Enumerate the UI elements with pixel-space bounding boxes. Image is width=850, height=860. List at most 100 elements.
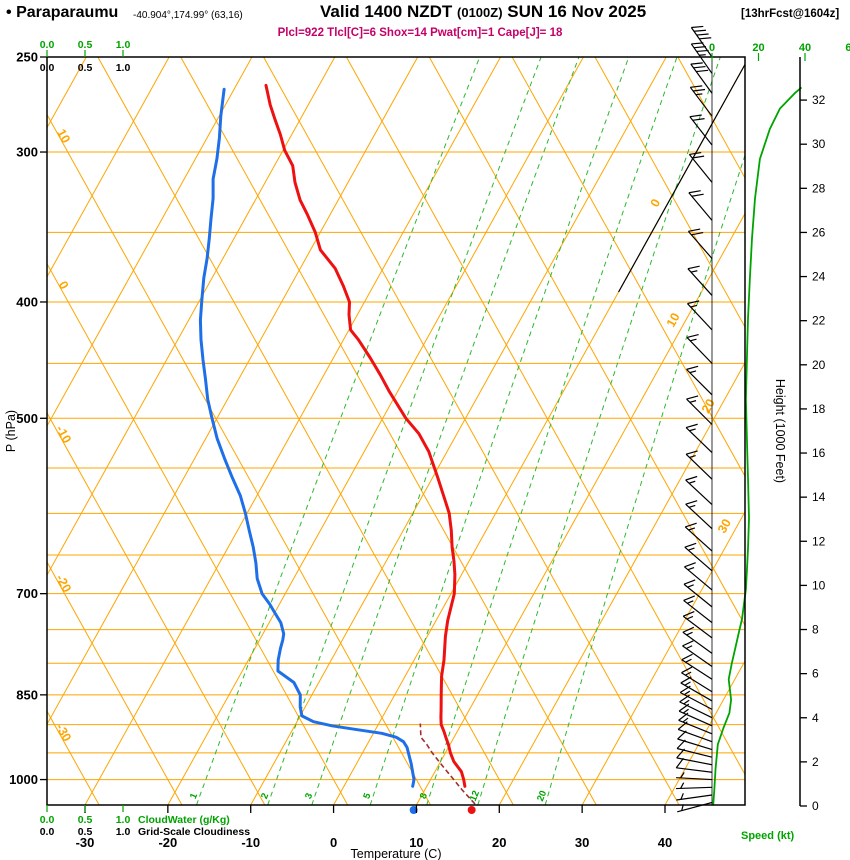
- wind-barb: [681, 653, 713, 680]
- surface-temperature-dot: [467, 806, 476, 814]
- dry-adiabat-label: -20: [53, 572, 74, 595]
- wind-barb: [690, 62, 713, 94]
- cloudwater-scale-top-label: 0.0: [40, 39, 55, 51]
- speed-tick-label: 40: [799, 42, 811, 54]
- station-title: • Paraparaumu: [6, 4, 118, 22]
- wind-barb: [684, 522, 713, 552]
- wind-barb: [683, 595, 713, 624]
- cloudwater-axis-title: CloudWater (g/Kg): [138, 814, 230, 826]
- height-tick-label: 0: [812, 799, 819, 813]
- height-tick-label: 4: [812, 711, 819, 725]
- wind-barb: [685, 450, 713, 480]
- wind-barb: [677, 801, 713, 813]
- height-tick-label: 2: [812, 755, 819, 769]
- pressure-tick-label: 300: [16, 145, 38, 160]
- temperature-tick-label: -20: [158, 835, 177, 850]
- wind-barb: [686, 365, 713, 396]
- isotherm-line: [167, 57, 584, 805]
- height-tick-label: 32: [812, 93, 826, 107]
- wind-barb: [685, 475, 713, 505]
- wind-barbs: [675, 25, 713, 813]
- pressure-tick-label: 500: [16, 411, 38, 426]
- surface-dewpoint-dot: [409, 806, 418, 814]
- mixing-ratio-line: [267, 57, 542, 805]
- wind-barb: [687, 265, 713, 296]
- wind-barb: [684, 562, 713, 591]
- isotherm-label: 0: [648, 197, 664, 210]
- wind-barb: [685, 500, 713, 530]
- dry-adiabat-label: 10: [54, 127, 73, 146]
- temperature-tick-label: 10: [409, 835, 423, 850]
- speed-scale: 0204060Speed (kt): [709, 42, 850, 842]
- pressure-tick-label: 1000: [9, 772, 38, 787]
- height-tick-label: 28: [812, 181, 826, 195]
- temperature-tick-label: -10: [241, 835, 260, 850]
- dry-adiabat-line: [428, 57, 745, 627]
- isotherm-line: [664, 659, 745, 805]
- wind-barb: [688, 151, 713, 183]
- wind-barb: [675, 757, 713, 773]
- valid-time-title: Valid 1400 NZDT (0100Z) SUN 16 Nov 2025: [320, 2, 646, 22]
- isotherm-line: [498, 361, 745, 805]
- pressure-tick-label: 400: [16, 294, 38, 309]
- height-tick-label: 8: [812, 623, 819, 637]
- mixing-ratio-label: 3: [303, 792, 315, 801]
- cloudwater-scale-bottom-label: 0.5: [78, 814, 93, 826]
- cloudwater-scale-top-label: 0.5: [78, 39, 93, 51]
- wind-barb: [685, 423, 713, 454]
- mixing-ratio-line: [477, 57, 721, 805]
- pressure-tick-label: 700: [16, 586, 38, 601]
- height-tick-label: 12: [812, 534, 826, 548]
- valid-zulu: (0100Z): [457, 5, 503, 20]
- cloudwater-scale-bottom-label: 0.0: [40, 814, 55, 826]
- stability-indices: Plcl=922 Tlcl[C]=6 Shox=14 Pwat[cm]=1 Ca…: [277, 27, 563, 39]
- temperature-tick-label: 40: [658, 835, 672, 850]
- isotherm-line: [415, 212, 745, 805]
- wind-barb: [689, 85, 713, 117]
- cloudwater-scale-bottom-label: 1.0: [116, 814, 131, 826]
- wind-barb: [690, 25, 713, 58]
- mixing-ratio-label: 8: [418, 792, 430, 801]
- wind-barb: [684, 542, 713, 572]
- height-tick-label: 24: [812, 270, 826, 284]
- mixing-ratio-line: [426, 57, 678, 805]
- valid-main: Valid 1400 NZDT: [320, 2, 453, 21]
- dry-adiabat-line: [677, 57, 745, 179]
- wind-barb: [681, 666, 713, 693]
- isotherm-line: [47, 57, 170, 278]
- parcel-path: [419, 723, 476, 805]
- dry-adiabat-line: [47, 561, 183, 805]
- speed-tick-label: 0: [709, 42, 715, 54]
- dry-adiabat-line: [594, 57, 745, 329]
- mixing-ratio-label: 5: [361, 791, 373, 801]
- wind-barb: [676, 793, 713, 801]
- dry-adiabat-line: [47, 411, 266, 805]
- height-tick-label: 10: [812, 578, 826, 592]
- freezing-isotherm-line: [618, 63, 745, 293]
- height-tick-label: 22: [812, 314, 826, 328]
- cloudiness-scale-top-label: 0.0: [40, 62, 55, 74]
- height-tick-label: 16: [812, 446, 826, 460]
- dewpoint-curve: [198, 87, 416, 788]
- wind-barb: [688, 190, 713, 221]
- mixing-ratio-line: [544, 153, 745, 805]
- dry-adiabat-line: [47, 262, 349, 805]
- wind-barb: [687, 228, 713, 259]
- speed-tick-label: 20: [752, 42, 764, 54]
- station-bullet: •: [6, 4, 12, 21]
- isotherm-line: [581, 510, 745, 805]
- dry-adiabat-line: [180, 57, 597, 805]
- temperature-tick-label: 20: [492, 835, 506, 850]
- pressure-axis: 250 300 400 500 700 850 1000 P (hPa): [4, 50, 47, 787]
- wind-barb: [686, 333, 713, 364]
- temperature-tick-label: -30: [76, 835, 95, 850]
- isotherm-line: [47, 57, 336, 577]
- wind-barb: [676, 782, 713, 790]
- height-tick-label: 30: [812, 137, 826, 151]
- dry-adiabat-line: [47, 113, 431, 805]
- mixing-ratio-label: 1: [188, 791, 200, 801]
- isotherm-label: 20: [699, 397, 718, 416]
